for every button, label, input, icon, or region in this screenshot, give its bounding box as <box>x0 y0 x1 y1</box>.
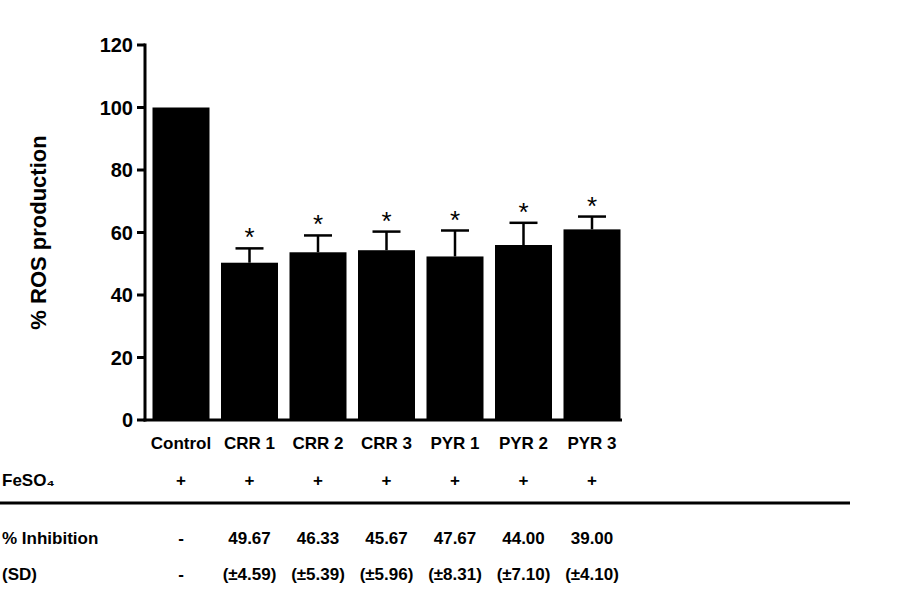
significance: * <box>381 206 391 236</box>
bar <box>564 229 621 420</box>
y-tick <box>137 294 145 297</box>
significance: * <box>518 197 528 227</box>
bar <box>495 245 552 420</box>
y-tick-label: 100 <box>100 97 133 119</box>
x-axis <box>144 419 623 422</box>
table-cell: + <box>176 471 186 490</box>
table-cell: (±5.39) <box>291 565 345 584</box>
bar <box>427 256 484 420</box>
y-tick-label: 80 <box>111 159 133 181</box>
table-cell: (±5.96) <box>360 565 414 584</box>
table-cell: + <box>587 471 597 490</box>
y-tick <box>137 169 145 172</box>
table-rule <box>0 502 850 505</box>
y-tick-label: 40 <box>111 284 133 306</box>
significance: * <box>313 209 323 239</box>
chart: * * * * * * 0 20 40 60 80 100 120 % ROS production Con… <box>0 0 921 600</box>
x-tick-label: CRR 1 <box>224 434 275 453</box>
table-cell: - <box>178 565 184 584</box>
table-cell: + <box>245 471 255 490</box>
x-tick-label: CRR 2 <box>292 434 343 453</box>
table-cell: 39.00 <box>571 529 614 548</box>
table-cell: (±4.59) <box>223 565 277 584</box>
bar <box>221 263 278 420</box>
y-tick-label: 60 <box>111 222 133 244</box>
y-tick <box>137 106 145 109</box>
bar <box>358 250 415 420</box>
y-tick-label: 0 <box>122 409 133 431</box>
x-tick-label: Control <box>151 434 211 453</box>
y-tick-label: 20 <box>111 347 133 369</box>
table-cell: (±8.31) <box>428 565 482 584</box>
bars <box>153 108 621 421</box>
table-cell: 44.00 <box>502 529 545 548</box>
table-cell: 45.67 <box>365 529 408 548</box>
x-tick-label: CRR 3 <box>361 434 412 453</box>
table-cell: + <box>519 471 529 490</box>
significance: * <box>587 191 597 221</box>
x-tick-label: PYR 1 <box>430 434 479 453</box>
y-axis-label: % ROS production <box>26 135 51 329</box>
row-label: (SD) <box>2 565 37 584</box>
table-cell: 49.67 <box>228 529 271 548</box>
table-cell: + <box>450 471 460 490</box>
table-cell: + <box>313 471 323 490</box>
table-cell: 46.33 <box>297 529 340 548</box>
bar <box>153 108 210 421</box>
table-cell: (±4.10) <box>565 565 619 584</box>
table-cell: - <box>178 529 184 548</box>
y-tick-label: 120 <box>100 34 133 56</box>
x-tick-label: PYR 2 <box>499 434 548 453</box>
y-tick <box>137 419 145 422</box>
y-tick <box>137 44 145 47</box>
bar <box>290 252 347 420</box>
y-tick <box>137 356 145 359</box>
table-cell: + <box>382 471 392 490</box>
row-label: % Inhibition <box>2 529 98 548</box>
table-cell: 47.67 <box>434 529 477 548</box>
table-cell: (±7.10) <box>497 565 551 584</box>
row-label: FeSO₄ <box>2 471 55 490</box>
y-tick <box>137 231 145 234</box>
x-tick-label: PYR 3 <box>567 434 616 453</box>
significance: * <box>244 222 254 252</box>
significance: * <box>450 205 460 235</box>
